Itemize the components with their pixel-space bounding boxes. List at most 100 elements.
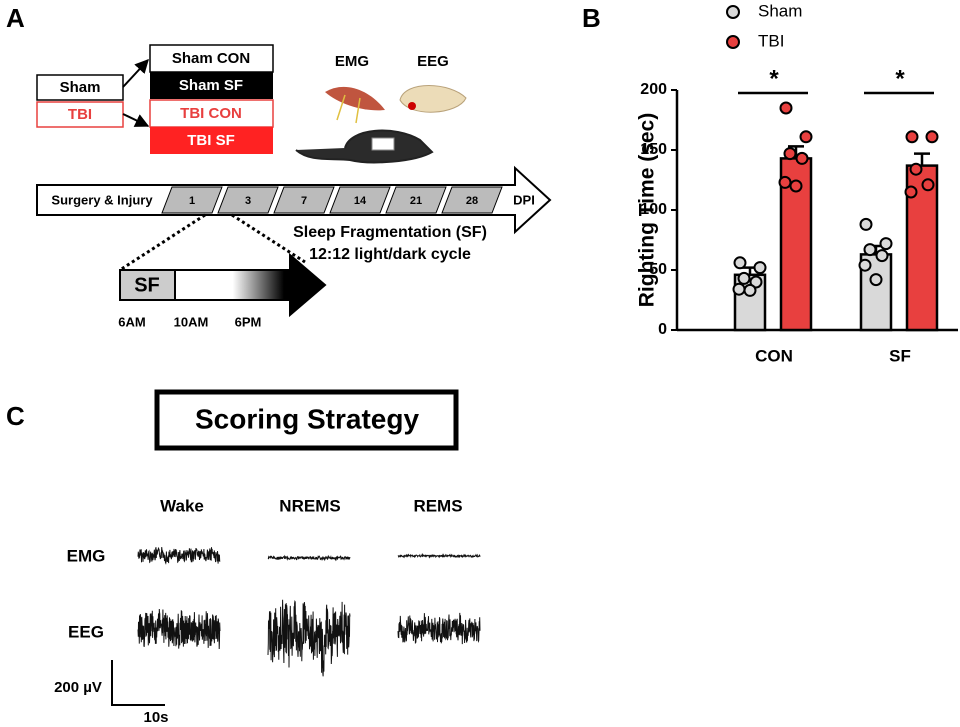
data-point [749, 275, 763, 289]
panel-a: A Sham TBI Sham CON Sham SF TBI CON TBI … [6, 3, 552, 329]
timeline-unit: DPI [513, 192, 535, 207]
trace [267, 554, 351, 562]
panel-label: B [582, 3, 601, 33]
state-label: NREMS [279, 496, 340, 515]
sf-label: SF [134, 274, 160, 296]
timeline-days: 1 3 7 14 21 28 [161, 186, 503, 214]
scale-bar [111, 660, 165, 706]
data-point [869, 273, 883, 287]
data-point [905, 130, 919, 144]
condition-label: Sham SF [179, 77, 243, 94]
scale-label: 10s [143, 709, 168, 726]
skull-icon [399, 85, 467, 113]
time-label: 10AM [174, 314, 209, 329]
significance-label: * [769, 65, 779, 92]
day-segment [217, 186, 279, 214]
data-point [789, 179, 803, 193]
data-point [743, 283, 757, 297]
day-segment [385, 186, 447, 214]
data-point [783, 147, 797, 161]
data-point [863, 243, 877, 257]
condition-label: TBI CON [180, 105, 242, 122]
state-label: Wake [160, 496, 204, 515]
arrow [122, 58, 149, 88]
group-label: Sham [60, 79, 101, 96]
trace [137, 608, 221, 650]
panel-b: B 0 50 100 150 200 Righting Time (sec) Sham TBI… [582, 1, 958, 365]
data-point [778, 175, 792, 189]
data-point [732, 282, 746, 296]
day-label: 21 [410, 195, 422, 207]
data-point [858, 258, 872, 272]
condition-label: TBI SF [187, 132, 235, 149]
data-point [753, 261, 767, 275]
day-label: 7 [301, 195, 307, 207]
day-segment [329, 186, 391, 214]
electrode-icon [336, 94, 361, 124]
arrow [122, 113, 150, 127]
y-axis-label: Righting Time (sec) [636, 113, 659, 307]
timeline-start: Surgery & Injury [51, 192, 153, 207]
y-tick-label: 0 [658, 321, 667, 338]
data-point [921, 178, 935, 192]
signal-label: EMG [67, 546, 106, 565]
day-segment [273, 186, 335, 214]
state-label: REMS [413, 496, 462, 515]
y-tick-label: 200 [640, 81, 667, 98]
panel-label: C [6, 401, 25, 431]
y-tick-label: 100 [640, 201, 667, 218]
recording-label: EEG [417, 53, 449, 70]
data-point [875, 249, 889, 263]
trace [397, 553, 481, 559]
group-box [36, 74, 124, 101]
x-tick-label: CON [755, 346, 793, 365]
y-tick-label: 50 [649, 261, 667, 278]
protocol-text: Sleep Fragmentation (SF) [293, 224, 487, 241]
panel-label: A [6, 3, 25, 33]
data-point [904, 185, 918, 199]
time-label: 6AM [118, 314, 145, 329]
trace [267, 599, 351, 677]
legend-marker [726, 5, 740, 19]
x-tick-label: SF [889, 346, 911, 365]
trace [137, 547, 221, 565]
day-label: 14 [354, 195, 367, 207]
trace [397, 612, 481, 645]
day-label: 1 [189, 195, 195, 207]
day-label: 3 [245, 195, 251, 207]
error-bar [914, 152, 930, 166]
data-point [737, 271, 751, 285]
muscle-icon [325, 86, 385, 111]
zoom-line [231, 213, 306, 264]
condition-box [150, 127, 273, 154]
condition-label: Sham CON [172, 50, 250, 67]
group-label: TBI [68, 106, 92, 123]
data-point [779, 101, 793, 115]
data-point [879, 237, 893, 251]
data-point [859, 217, 873, 231]
condition-box [150, 72, 273, 99]
legend-marker [726, 35, 740, 49]
title-box [154, 389, 459, 451]
data-point [925, 130, 939, 144]
day-label: 28 [466, 195, 478, 207]
data-point [909, 162, 923, 176]
protocol-text: 12:12 light/dark cycle [309, 246, 471, 263]
device-icon [371, 137, 395, 151]
data-point [799, 130, 813, 144]
group-box [36, 101, 124, 128]
panel-title: Scoring Strategy [195, 403, 419, 434]
zoom-line [119, 213, 206, 272]
sf-block [119, 269, 176, 301]
mouse-icon [295, 129, 434, 164]
data-point [795, 151, 809, 165]
signal-label: EEG [68, 622, 104, 641]
day-segment [161, 186, 223, 214]
electrode-icon [408, 102, 416, 110]
recording-label: EMG [335, 53, 369, 70]
significance-label: * [895, 65, 905, 92]
data-point [733, 256, 747, 270]
legend-label: TBI [758, 31, 784, 50]
legend-label: Sham [758, 1, 802, 20]
